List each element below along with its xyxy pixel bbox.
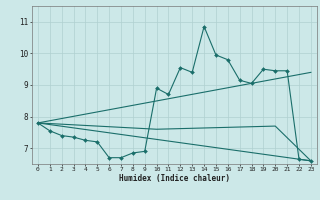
X-axis label: Humidex (Indice chaleur): Humidex (Indice chaleur) bbox=[119, 174, 230, 183]
